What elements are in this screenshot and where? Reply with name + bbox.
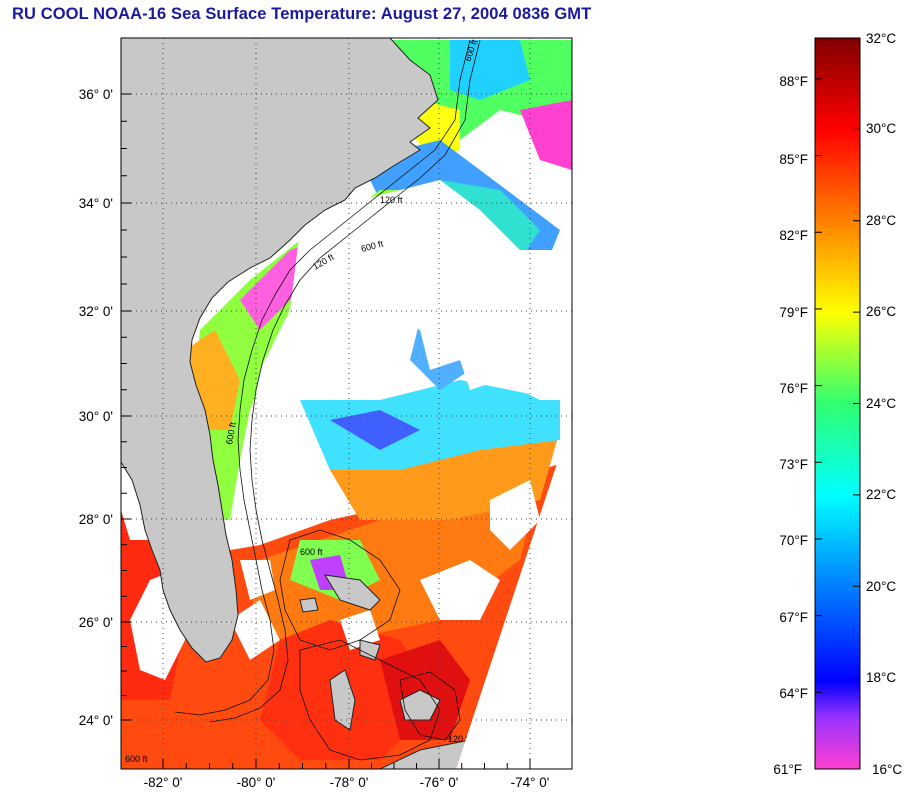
fahrenheit-label: 85°F — [779, 152, 808, 167]
fahrenheit-labels: 88°F 85°F 82°F 79°F 76°F 73°F 70°F 67°F … — [773, 74, 808, 777]
axis-ticks — [121, 93, 531, 769]
lat-label: 34° 0' — [79, 196, 113, 211]
lon-label: -74° 0' — [511, 775, 550, 790]
celsius-label: 16°C — [872, 762, 902, 777]
fahrenheit-label: 64°F — [779, 686, 808, 701]
land-mass — [121, 38, 439, 663]
coastal-green-band — [190, 190, 400, 520]
map-frame — [120, 37, 573, 770]
isobath-label: 600 ft — [125, 754, 148, 764]
lon-label: -82° 0' — [144, 775, 183, 790]
lon-label: -78° 0' — [330, 775, 369, 790]
longitude-labels: -82° 0' -80° 0' -78° 0' -76° 0' -74° 0' — [144, 775, 550, 790]
celsius-label: 22°C — [866, 487, 896, 502]
graticule — [121, 38, 572, 769]
bahamas-islands — [299, 574, 441, 731]
isobath-label: 600 ft — [300, 547, 323, 557]
isobath-label: 120 ft — [380, 195, 403, 205]
isobath-label: 600 ft — [224, 421, 238, 445]
celsius-label: 18°C — [866, 670, 896, 685]
lat-label: 28° 0' — [79, 512, 113, 527]
mid-ocean-cyan — [300, 380, 560, 470]
north-shelf-cyan — [450, 40, 530, 100]
fahrenheit-label: 73°F — [779, 457, 808, 472]
map-title: RU COOL NOAA-16 Sea Surface Temperature:… — [12, 5, 592, 23]
fahrenheit-label: 61°F — [773, 762, 802, 777]
lat-label: 26° 0' — [79, 615, 113, 630]
bank-hot — [380, 640, 470, 740]
celsius-label: 26°C — [866, 304, 896, 319]
mid-ocean-blue — [330, 410, 420, 450]
celsius-label: 30°C — [866, 121, 896, 136]
colorbar-ticks — [815, 37, 860, 770]
colorbar: 32°C 30°C 28°C 26°C 24°C 22°C 20°C 18°C … — [773, 31, 902, 777]
lat-label: 30° 0' — [79, 409, 113, 424]
celsius-label: 20°C — [866, 579, 896, 594]
isobath-contours — [174, 39, 481, 761]
fahrenheit-label: 76°F — [779, 381, 808, 396]
fahrenheit-label: 82°F — [779, 228, 808, 243]
celsius-label: 24°C — [866, 396, 896, 411]
fahrenheit-label: 79°F — [779, 305, 808, 320]
lon-label: -80° 0' — [237, 775, 276, 790]
fahrenheit-label: 67°F — [779, 610, 808, 625]
celsius-label: 32°C — [866, 31, 896, 46]
celsius-label: 28°C — [866, 213, 896, 228]
fahrenheit-label: 70°F — [779, 533, 808, 548]
lat-label: 36° 0' — [79, 87, 113, 102]
cold-patch-magenta — [520, 100, 572, 170]
lon-label: -76° 0' — [420, 775, 459, 790]
gulf-stream-region — [250, 480, 540, 650]
celsius-labels: 32°C 30°C 28°C 26°C 24°C 22°C 20°C 18°C … — [866, 31, 902, 777]
lat-label: 24° 0' — [79, 713, 113, 728]
latitude-labels: 36° 0' 34° 0' 32° 0' 30° 0' 28° 0' 26° 0… — [79, 87, 113, 728]
lat-label: 32° 0' — [79, 304, 113, 319]
fahrenheit-label: 88°F — [779, 74, 808, 89]
isobath-label: 120 ft — [448, 734, 471, 744]
